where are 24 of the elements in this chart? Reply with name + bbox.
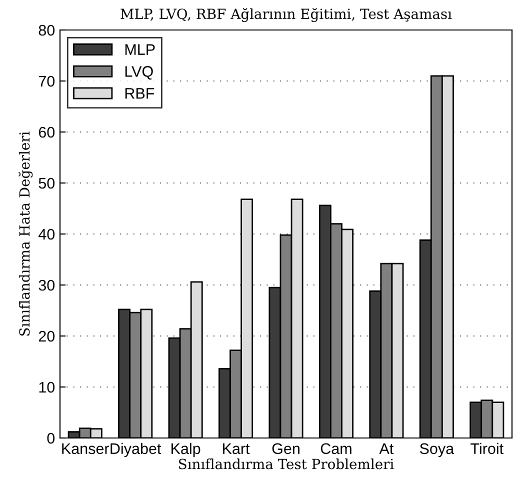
x-tick-label: Kanser bbox=[62, 443, 110, 454]
y-tick-label: 0 bbox=[47, 432, 55, 444]
y-tick-label: 70 bbox=[38, 76, 55, 87]
y-tick-label: 80 bbox=[38, 24, 55, 36]
y-tick-label: 50 bbox=[38, 178, 55, 189]
y-tick-label: 40 bbox=[38, 228, 55, 240]
x-tick-label: Diyabet bbox=[110, 442, 162, 458]
legend-label: LVQ bbox=[125, 66, 153, 80]
y-tick-label: 20 bbox=[38, 330, 55, 342]
x-tick-label: Kart bbox=[223, 443, 250, 454]
x-axis-title: Sınıflandırma Test Problemleri bbox=[179, 458, 394, 470]
chart-title: MLP, LVQ, RBF Ağlarının Eğitimi, Test Aşaması bbox=[120, 8, 452, 22]
x-tick-label: Gen bbox=[272, 443, 300, 454]
x-tick-label: Kalp bbox=[172, 442, 200, 458]
y-tick-label: 60 bbox=[38, 126, 55, 138]
x-tick-label: Tiroit bbox=[470, 442, 504, 454]
x-tick-label: At bbox=[379, 443, 394, 454]
y-tick-label: 10 bbox=[39, 382, 55, 393]
y-axis-title: Sınıflandırma Hata Değerleri bbox=[18, 132, 33, 336]
x-tick-label: Soya bbox=[420, 443, 454, 458]
y-tick-label: 30 bbox=[38, 280, 55, 291]
legend-label: RBF bbox=[125, 88, 154, 99]
legend-label: MLP bbox=[125, 44, 155, 55]
x-tick-label: Cam bbox=[320, 443, 352, 454]
